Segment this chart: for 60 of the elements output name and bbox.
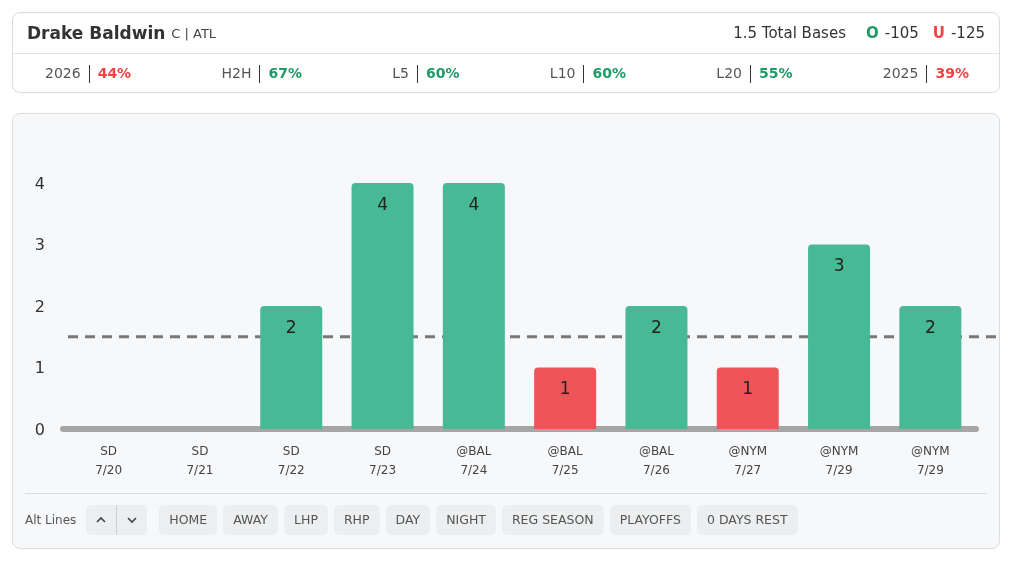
text: 2025 — [882, 65, 919, 81]
text: -105 — [884, 24, 919, 42]
text: HOME — [159, 505, 218, 535]
text: -125 — [950, 24, 985, 42]
y-tick-label: 3 — [34, 235, 45, 254]
text: 44% — [97, 65, 132, 81]
y-tick-label: 2 — [34, 296, 45, 316]
data-label: 2 — [924, 316, 936, 337]
text: O — [865, 24, 879, 42]
text: 67% — [268, 65, 302, 81]
y-tick-label: 0 — [34, 419, 45, 439]
bar — [808, 244, 871, 429]
y-tick-label: 1 — [34, 358, 45, 377]
chart-title: Drake Baldwin — [27, 23, 166, 43]
text: Alt Lines — [25, 513, 77, 527]
bar — [351, 183, 414, 429]
text: PLAYOFFS — [609, 505, 691, 535]
bar — [534, 367, 597, 429]
x-tick-label: SD 7/21 — [186, 443, 214, 477]
data-label: 3 — [833, 255, 845, 275]
text: 2026 — [45, 65, 81, 81]
x-tick-label: @BAL 7/25 — [547, 443, 584, 477]
text: AWAY — [223, 505, 279, 535]
text: 0 DAYS REST — [696, 505, 798, 535]
x-tick-label: SD 7/22 — [277, 443, 305, 477]
x-tick-label: @NYM 7/29 — [911, 443, 950, 477]
data-label: 1 — [742, 378, 754, 398]
text: RHP — [333, 505, 380, 535]
text: REG SEASON — [501, 505, 604, 535]
x-tick-label: @BAL 7/26 — [638, 443, 675, 477]
data-label: 2 — [651, 316, 662, 337]
x-tick-label: SD 7/23 — [369, 443, 397, 477]
text: NIGHT — [436, 505, 496, 535]
text: L20 — [716, 65, 742, 81]
text: U — [932, 24, 945, 42]
data-label: 1 — [559, 378, 571, 398]
data-label: 4 — [377, 193, 388, 214]
text: 1.5 Total Bases — [733, 24, 846, 42]
x-tick-label: @NYM 7/27 — [728, 443, 768, 477]
bar — [899, 306, 962, 429]
text: 55% — [758, 65, 793, 81]
x-tick-label: @NYM 7/29 — [819, 443, 859, 477]
text: LHP — [284, 505, 328, 535]
text: H2H — [221, 65, 252, 81]
bar — [625, 306, 688, 429]
chart-subtitle: C | ATL — [171, 25, 217, 41]
x-tick-label: @BAL 7/24 — [456, 443, 492, 477]
bar — [442, 183, 505, 429]
text: L10 — [549, 65, 576, 81]
text: 60% — [592, 65, 626, 81]
data-label: 2 — [285, 316, 297, 337]
y-tick-label: 4 — [34, 173, 45, 193]
x-tick-label: SD 7/20 — [95, 443, 123, 477]
text: 39% — [935, 65, 969, 81]
bar — [716, 367, 779, 429]
text: DAY — [385, 505, 431, 535]
bar — [260, 306, 323, 429]
text: 60% — [426, 65, 460, 81]
data-label: 4 — [468, 193, 480, 214]
text: L5 — [392, 65, 410, 81]
